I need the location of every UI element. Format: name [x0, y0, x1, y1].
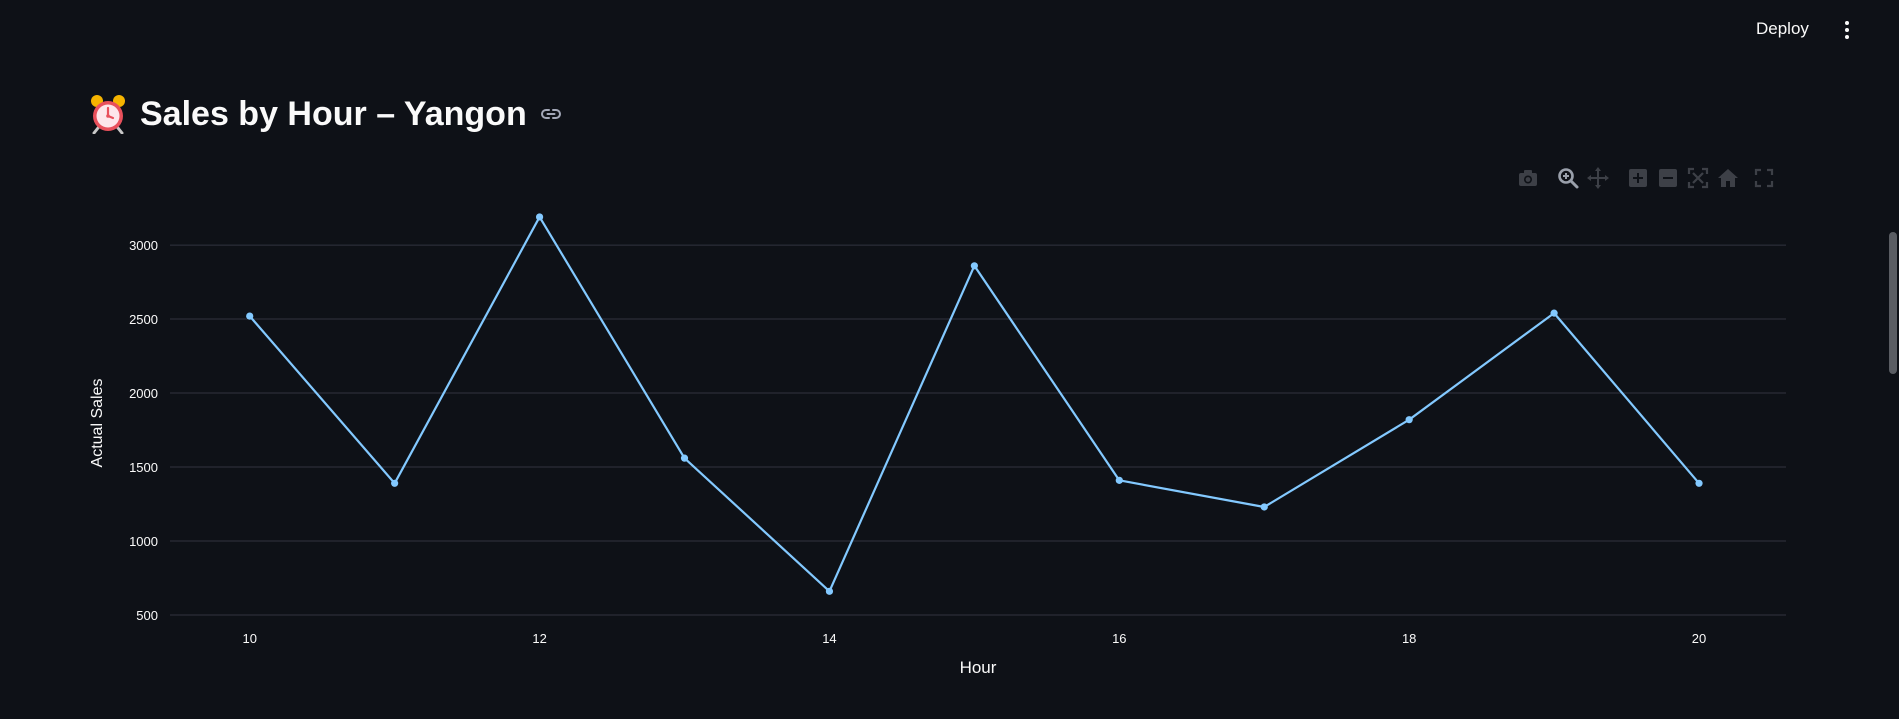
x-tick-label: 14: [822, 631, 836, 646]
top-header: Deploy: [0, 0, 1899, 60]
y-tick-label: 3000: [129, 238, 158, 253]
y-axis-label: Actual Sales: [89, 379, 106, 468]
data-point: [1550, 309, 1558, 317]
zoom-icon[interactable]: [1556, 166, 1580, 190]
x-tick-label: 16: [1112, 631, 1126, 646]
fullscreen-icon[interactable]: [1752, 166, 1776, 190]
y-tick-label: 500: [136, 608, 158, 623]
data-point: [970, 262, 978, 270]
zoom-out-icon[interactable]: [1656, 166, 1680, 190]
zoom-in-icon[interactable]: [1626, 166, 1650, 190]
y-tick-label: 2500: [129, 312, 158, 327]
chart-modebar: [1516, 166, 1776, 190]
line-chart: 500 1000 1500 2000 2500 3000 10 12 14 16 18 20 Hou…: [89, 213, 1786, 677]
data-point: [825, 587, 834, 595]
x-tick-label: 12: [532, 631, 546, 646]
sales-by-hour-chart[interactable]: 500 1000 1500 2000 2500 3000 10 12 14 16 18 20 Hou…: [0, 200, 1860, 700]
x-tick-label: 20: [1692, 631, 1706, 646]
data-point: [535, 213, 544, 221]
grid-lines: [170, 244, 1786, 616]
alarm-clock-icon: [91, 95, 125, 134]
y-axis-ticks: 500 1000 1500 2000 2500 3000: [129, 238, 158, 623]
data-point: [1115, 476, 1123, 484]
page-title-row: Sales by Hour – Yangon: [90, 90, 563, 138]
x-axis-ticks: 10 12 14 16 18 20: [242, 631, 1706, 646]
pan-icon[interactable]: [1586, 166, 1610, 190]
data-point: [1695, 479, 1703, 487]
main-menu-button[interactable]: [1836, 16, 1858, 42]
page-scrollbar[interactable]: [1885, 0, 1899, 719]
reset-axes-icon[interactable]: [1716, 166, 1740, 190]
series-layer: [246, 213, 1703, 595]
x-tick-label: 18: [1402, 631, 1416, 646]
camera-icon[interactable]: [1516, 166, 1540, 190]
data-point: [1260, 503, 1268, 511]
x-axis-label: Hour: [960, 658, 997, 677]
y-tick-label: 1500: [129, 460, 158, 475]
series-line: [248, 215, 1700, 593]
data-point: [680, 454, 689, 462]
autoscale-icon[interactable]: [1686, 166, 1710, 190]
deploy-button[interactable]: Deploy: [1756, 19, 1809, 38]
x-tick-label: 10: [242, 631, 256, 646]
scrollbar-thumb[interactable]: [1889, 232, 1897, 374]
y-tick-label: 2000: [129, 386, 158, 401]
y-tick-label: 1000: [129, 534, 158, 549]
data-point: [246, 312, 254, 320]
data-point: [1405, 416, 1413, 424]
vertical-ellipsis-icon: [1845, 21, 1849, 25]
link-icon[interactable]: [539, 102, 563, 126]
data-point: [391, 479, 399, 487]
page-title: Sales by Hour – Yangon: [140, 94, 527, 133]
